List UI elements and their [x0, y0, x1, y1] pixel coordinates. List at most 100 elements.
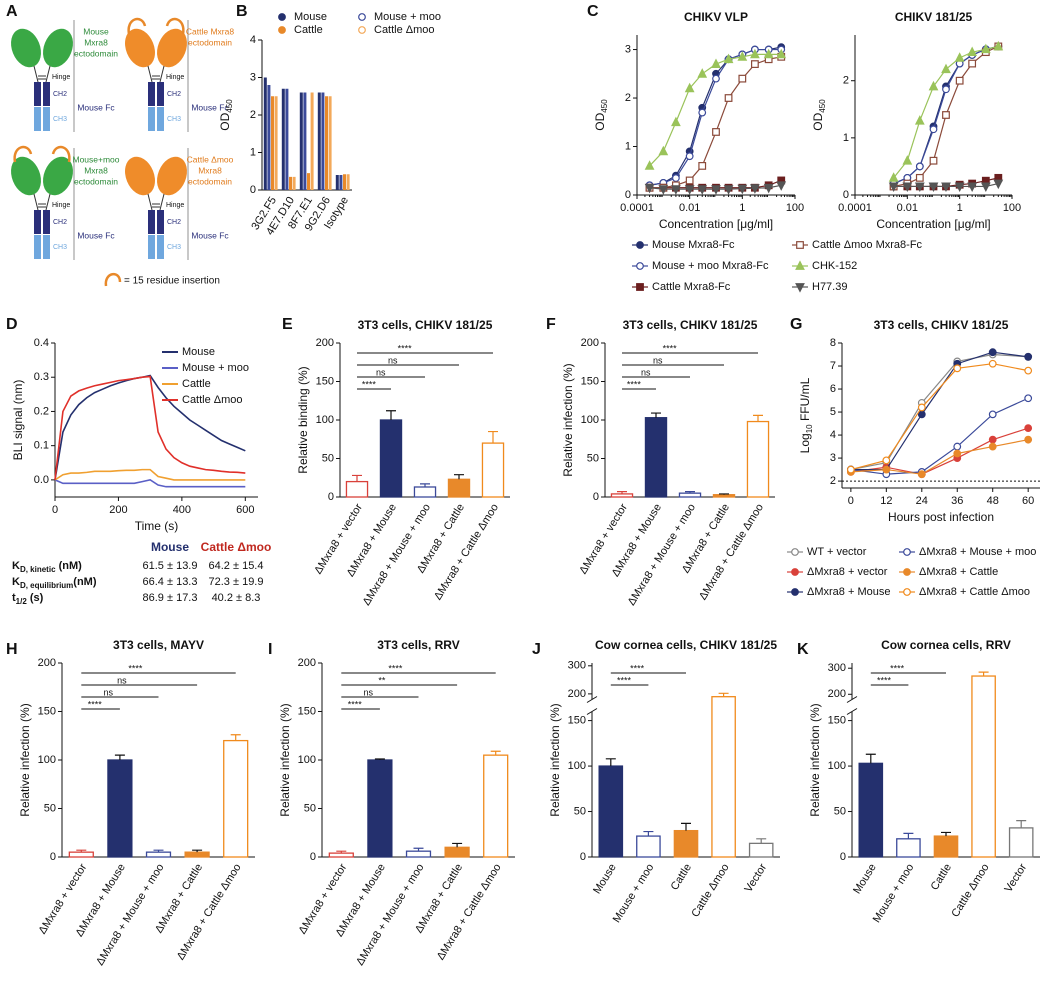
error-bar [1016, 820, 1027, 828]
data-point [750, 60, 759, 68]
bar [281, 88, 285, 190]
bar [343, 174, 346, 190]
error-bar [978, 671, 989, 677]
bar [712, 494, 736, 498]
data-point [953, 449, 962, 458]
data-point [711, 185, 721, 195]
series-line [54, 374, 246, 481]
ch2-domain [148, 82, 155, 106]
x-tick-label: 0 [52, 504, 58, 516]
bar [636, 835, 661, 858]
error-bar [685, 491, 695, 494]
data-point [737, 184, 748, 195]
data-point [967, 46, 978, 57]
table-row-label: KD, kinetic (nM) [12, 560, 82, 574]
hinge [33, 193, 51, 211]
data-point [953, 442, 962, 451]
y-tick-label: 2 [250, 109, 256, 121]
table-header: Mouse [151, 540, 189, 554]
x-tick-label: 0.0001 [620, 202, 654, 214]
bar [367, 759, 393, 858]
bar [307, 173, 310, 190]
data-point [750, 48, 760, 59]
bar [896, 838, 921, 858]
ch2-label: CH2 [167, 91, 181, 98]
fc-label: Mouse Fc [77, 102, 115, 112]
legend-label: Mouse [182, 346, 215, 358]
y-tick-label: 0 [50, 851, 56, 863]
data-point [763, 48, 774, 59]
x-tick-label: ΔMxra8 + Mouse + moo [626, 502, 698, 608]
symbol: t [12, 592, 16, 604]
insertion-note: = 15 residue insertion [124, 276, 220, 287]
data-point [988, 410, 997, 419]
bar [267, 85, 271, 190]
y-tick-label: 200 [581, 337, 599, 349]
y-axis-label: OD450 [593, 99, 609, 131]
data-point [711, 58, 721, 68]
fc-label: Mouse Fc [191, 102, 229, 112]
legend-label: Cattle [294, 24, 323, 36]
data-point [955, 76, 964, 85]
legend-label: H77.39 [812, 281, 847, 293]
legend-marker [795, 260, 805, 270]
y-axis-label: OD450 [218, 99, 234, 131]
x-tick-label: 12 [880, 495, 892, 507]
bar [673, 829, 699, 858]
data-point [954, 52, 965, 62]
panel-label: C [587, 3, 599, 20]
data-point [993, 179, 1004, 190]
y-axis-label: BLI signal (nm) [11, 380, 25, 461]
bar [444, 846, 470, 858]
hinge [147, 65, 165, 83]
data-point [712, 128, 720, 136]
label-text: BLI signal (nm) [11, 380, 25, 461]
significance-label: **** [398, 343, 413, 353]
x-tick-label: 600 [236, 504, 254, 516]
fc-label: Mouse Fc [191, 230, 229, 240]
chart-title: 3T3 cells, CHIKV 181/25 [623, 318, 758, 332]
x-tick-label: 1 [739, 202, 745, 214]
bar [678, 492, 702, 498]
unit: (s) [27, 592, 44, 604]
x-tick-label: 0.0001 [838, 202, 872, 214]
error-bar [420, 483, 430, 487]
legend-marker [903, 548, 911, 556]
panel-label: H [6, 641, 18, 658]
moo-insertion [165, 17, 185, 35]
hinge-label: Hinge [166, 74, 184, 81]
legend-label: Cattle Δmoo [182, 394, 243, 406]
significance-label: **** [388, 663, 403, 673]
bar [971, 675, 996, 858]
y-tick-label: 200 [316, 337, 334, 349]
x-tick-label: ΔMxra8 + Mouse + moo [354, 862, 426, 968]
unit: (nM) [73, 576, 97, 588]
data-point [929, 156, 938, 165]
data-point [988, 435, 997, 444]
legend-label: ΔMxra8 + Cattle [919, 566, 998, 578]
ch3-label: CH3 [53, 116, 67, 123]
data-point [914, 115, 925, 125]
data-point [993, 40, 1004, 51]
data-point [763, 183, 774, 194]
data-point [954, 182, 965, 193]
panel-label: F [546, 316, 556, 333]
data-point [1024, 352, 1033, 361]
panel-label: I [268, 641, 272, 658]
symbol: K [12, 576, 20, 588]
bar [335, 175, 339, 190]
data-point [882, 465, 891, 474]
ectodomain [43, 28, 73, 68]
label-text: Relative binding (%) [296, 366, 310, 473]
data-point [698, 162, 707, 170]
ectodomain [43, 156, 73, 196]
y-tick-label: 0 [250, 184, 256, 196]
y-tick-label: 2 [625, 92, 631, 104]
moo-insertion-key [104, 273, 122, 287]
y-tick-label: 50 [44, 802, 56, 814]
y-tick-label: 300 [568, 660, 586, 672]
series-line [649, 48, 782, 186]
ectodomain [125, 156, 155, 196]
data-point [685, 176, 694, 185]
x-tick-label: 200 [109, 504, 127, 516]
